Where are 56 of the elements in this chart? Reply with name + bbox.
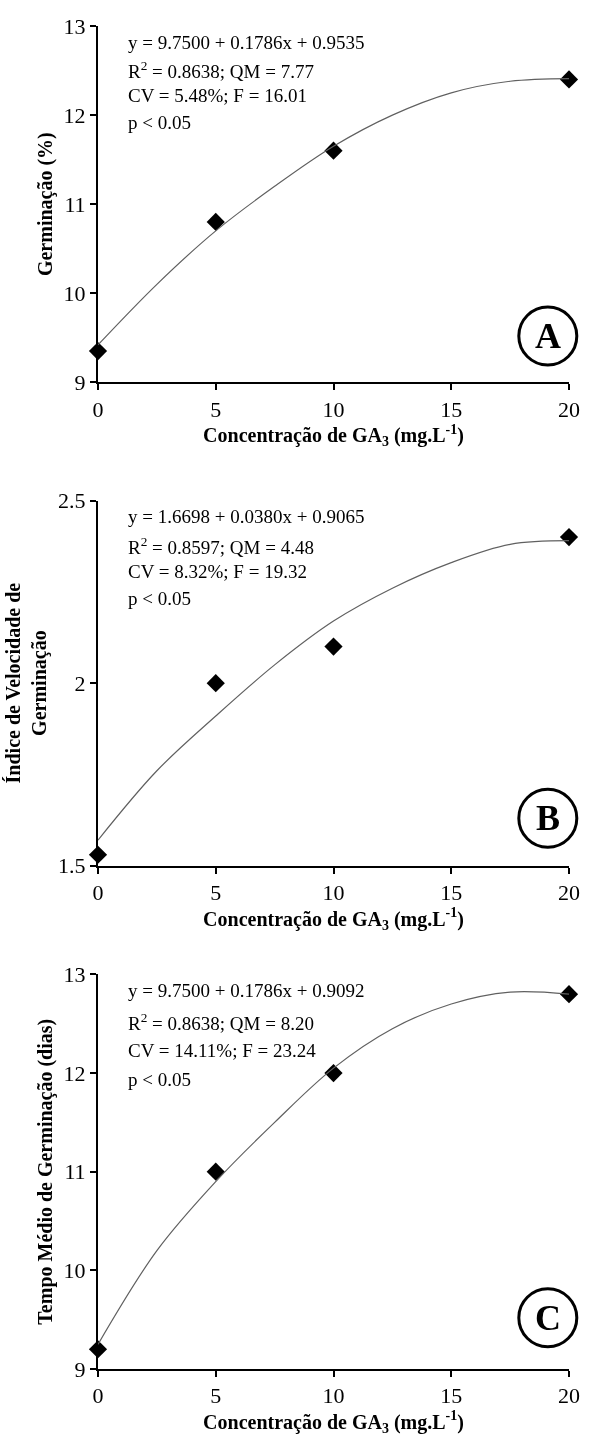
y-tick-label: 10 [63, 1258, 86, 1284]
annotation: p < 0.05 [128, 112, 191, 133]
x-axis-title: Concentração de GA$_{3}$ (mg.L$^{-1}$) [203, 1408, 464, 1437]
y-tick-label: 13 [63, 962, 86, 988]
x-tick-label: 0 [92, 396, 104, 422]
x-tick-label: 20 [558, 1383, 580, 1409]
y-tick-label: 2.5 [58, 488, 86, 514]
annotation: y = 1.6698 + 0.0380x + 0.9065 [128, 506, 365, 527]
y-tick-label: 13 [63, 13, 86, 39]
annotation: R$^{2}$ = 0.8638; QM = 7.77 [128, 58, 314, 82]
y-axis-title: Índice de Velocidade de Germinação [2, 582, 52, 784]
annotation: B [536, 798, 561, 838]
y-tick-label: 1.5 [58, 853, 86, 879]
y-axis-title: Germinação (%) [33, 132, 57, 277]
point [559, 985, 579, 1004]
x-tick-label: 5 [210, 880, 222, 906]
annotation: p < 0.05 [128, 588, 191, 609]
x-axis-title: Concentração de GA$_{3}$ (mg.L$^{-1}$) [203, 905, 464, 933]
point [206, 212, 225, 232]
y-tick-label: 11 [64, 191, 86, 217]
annotation: CV = 14.11%; F = 23.24 [128, 1040, 317, 1061]
x-tick-label: 10 [322, 1383, 345, 1409]
x-tick-label: 15 [440, 1383, 463, 1409]
point [324, 637, 343, 656]
x-tick-label: 20 [558, 396, 580, 422]
y-tick-label: 11 [64, 1159, 86, 1185]
y-tick-label: 2 [74, 670, 86, 696]
y-tick-label: 10 [63, 280, 86, 306]
point [206, 674, 225, 693]
y-tick-label: 9 [74, 1356, 86, 1382]
y-axis-title: Tempo Médio de Germinação (dias) [33, 1018, 57, 1325]
x-tick-label: 5 [210, 1383, 222, 1409]
annotation: y = 9.7500 + 0.1786x + 0.9092 [128, 980, 365, 1001]
x-tick-label: 20 [558, 880, 580, 906]
x-tick-label: 10 [322, 396, 345, 422]
x-tick-label: 0 [92, 880, 104, 906]
annotation: CV = 8.32%; F = 19.32 [128, 561, 307, 582]
annotation: CV = 5.48%; F = 16.01 [128, 85, 307, 106]
point [559, 70, 579, 89]
x-tick-label: 15 [440, 396, 463, 422]
annotation: y = 9.7500 + 0.1786x + 0.9535 [128, 32, 365, 53]
annotation: R$^{2}$ = 0.8597; QM = 4.48 [128, 534, 314, 558]
x-tick-label: 5 [210, 396, 222, 422]
point [206, 1162, 225, 1181]
annotation: A [535, 316, 561, 356]
point [559, 527, 579, 547]
y-tick-label: 9 [74, 370, 86, 395]
y-tick-label: 12 [63, 1060, 86, 1086]
annotation: R$^{2}$ = 0.8638; QM = 8.20 [128, 1010, 314, 1034]
x-tick-label: 0 [92, 1383, 104, 1409]
x-tick-label: 15 [440, 880, 463, 906]
y-tick-label: 12 [63, 102, 86, 128]
annotation: p < 0.05 [128, 1069, 191, 1090]
x-axis-title: Concentração de GA$_{3}$ (mg.L$^{-1}$) [203, 421, 464, 450]
annotation: C [535, 1298, 561, 1338]
x-tick-label: 10 [322, 880, 345, 906]
